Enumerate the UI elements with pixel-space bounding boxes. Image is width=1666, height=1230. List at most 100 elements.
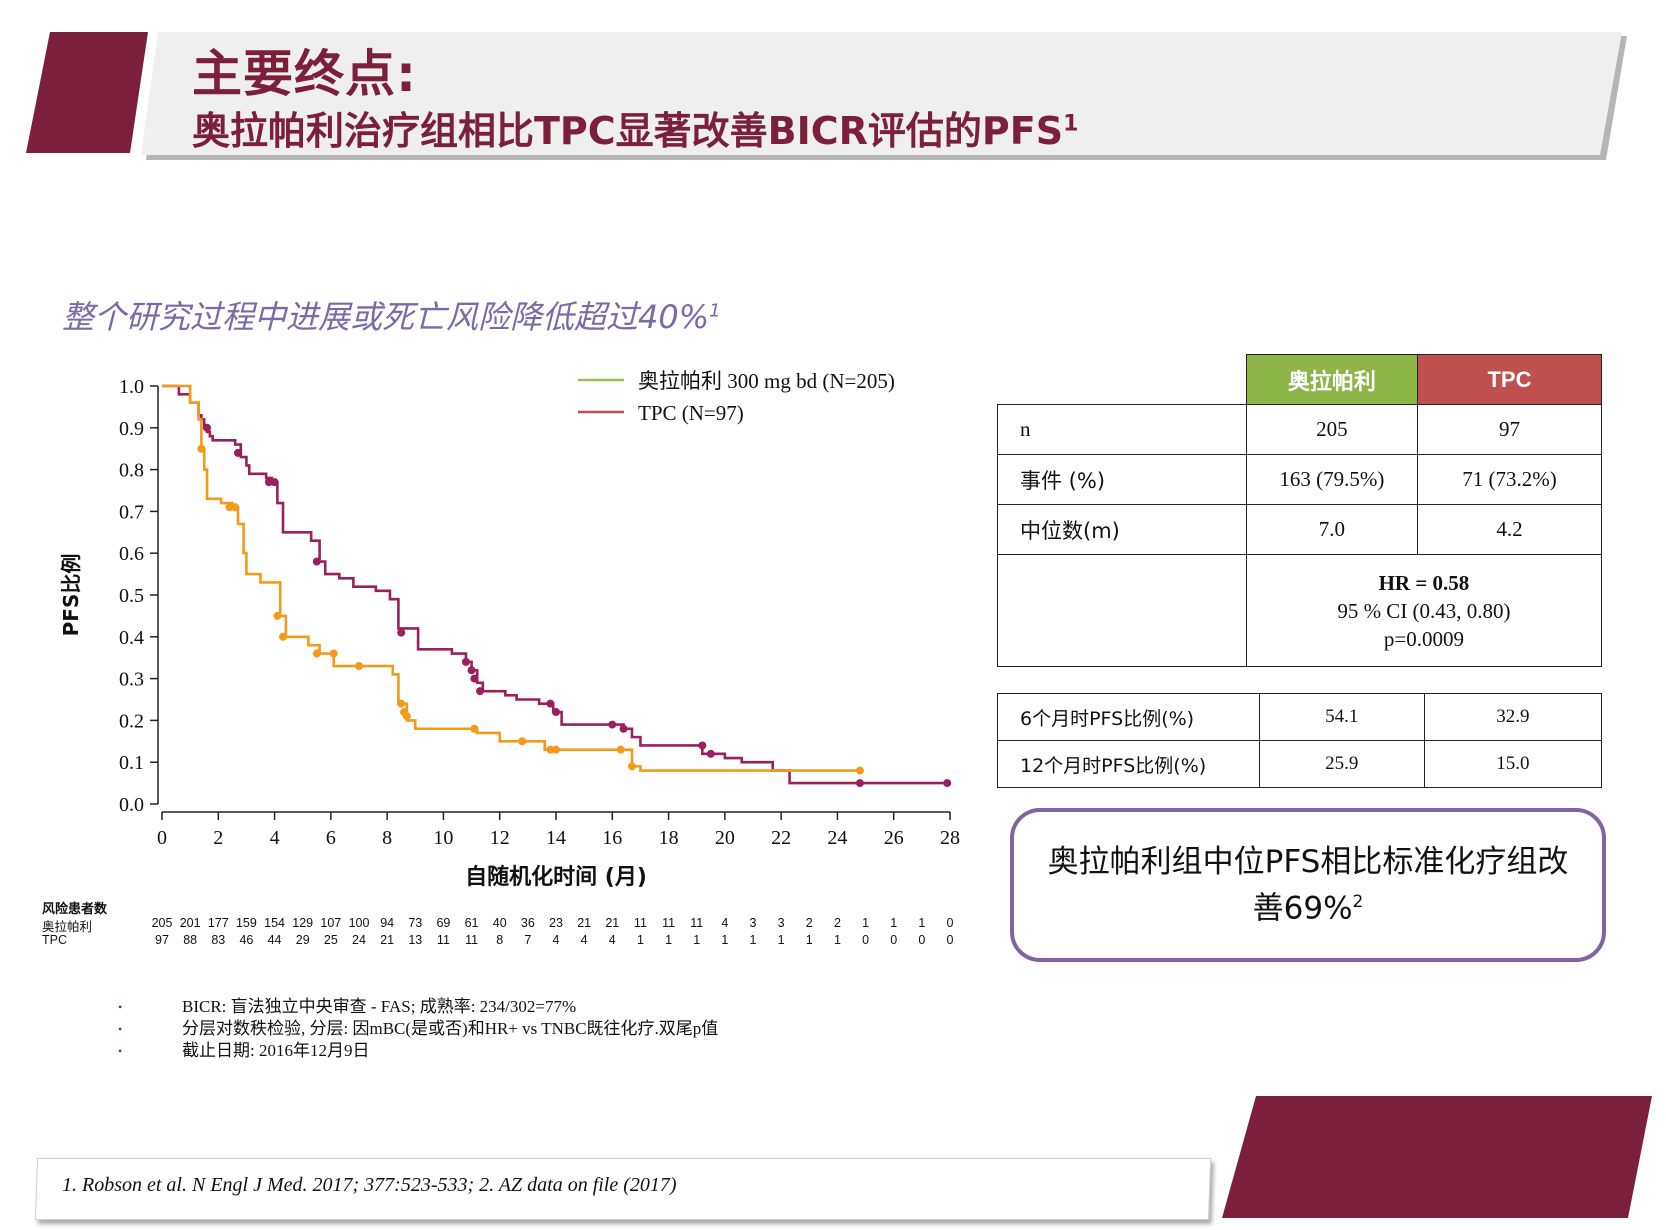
risk-value: 205 — [151, 916, 173, 930]
risk-value: 100 — [348, 916, 370, 930]
list-item: • BICR: 盲法独立中央审查 - FAS; 成熟率: 234/302=77% — [118, 997, 577, 1016]
risk-value: 21 — [605, 916, 620, 930]
censor-mark — [855, 766, 864, 775]
km-chart: 0.00.10.20.30.40.50.60.70.80.91.00 2 4 6 8 10… — [59, 369, 960, 890]
bullet-text: 截止日期: 2016年12月9日 — [182, 1041, 370, 1060]
bullet-text: 分层对数秩检验, 分层: 因mBC(是或否)和HR+ vs TNBC既往化疗.双… — [182, 1019, 719, 1038]
censor-mark — [470, 674, 479, 683]
x-tick-label: 6 — [326, 827, 336, 849]
risk-value: 2 — [805, 916, 813, 930]
risk-value: 73 — [408, 916, 423, 930]
risk-value: 154 — [264, 916, 285, 930]
legend-label-0: 奥拉帕利 300 mg bd (N=205) — [638, 369, 895, 393]
risk-value: 40 — [492, 916, 507, 930]
cell-olaparib: 54.1 — [1258, 693, 1425, 741]
risk-value: 23 — [549, 916, 563, 930]
x-tick-label: 2 — [213, 827, 223, 849]
risk-row-label-olaparib: 奥拉帕利 — [42, 920, 93, 934]
stats-table: 奥拉帕利 TPC n 205 97 事件 (%) 163 (79.5%) 71 … — [997, 354, 1603, 667]
x-tick-label: 8 — [382, 827, 392, 849]
risk-value: 4 — [721, 916, 729, 930]
censor-mark — [552, 708, 560, 717]
chart-legend: 奥拉帕利 300 mg bd (N=205) TPC (N=97) — [578, 369, 895, 425]
risk-table-title: 风险患者数 — [42, 901, 108, 916]
censor-mark — [279, 632, 288, 641]
risk-value: 94 — [380, 916, 395, 930]
risk-value: 1 — [890, 916, 898, 930]
risk-value: 0 — [946, 916, 954, 930]
censor-mark — [225, 503, 234, 512]
risk-value: 129 — [292, 916, 314, 930]
x-axis-label: 自随机化时间 (月) — [465, 864, 647, 890]
risk-value: 0 — [946, 933, 954, 947]
series-line-1 — [162, 384, 860, 772]
risk-value: 1 — [636, 933, 644, 947]
risk-value: 177 — [207, 916, 229, 930]
x-tick-label: 4 — [270, 827, 280, 849]
header-left-block — [26, 32, 148, 153]
table-row: n 205 97 — [997, 404, 1603, 455]
risk-value: 201 — [179, 916, 201, 930]
y-axis-label: PFS比例 — [59, 554, 83, 637]
censor-mark — [616, 745, 625, 754]
y-tick-label: 0.7 — [119, 501, 144, 523]
x-tick-label: 22 — [771, 827, 791, 849]
risk-value: 4 — [608, 933, 616, 947]
risk-value: 1 — [693, 933, 701, 947]
risk-value: 1 — [665, 933, 673, 947]
censor-mark — [270, 478, 279, 487]
x-tick-label: 0 — [157, 827, 167, 849]
risk-value: 1 — [862, 916, 870, 930]
cell-olaparib: 7.0 — [1245, 504, 1418, 555]
risk-value: 61 — [464, 916, 479, 930]
row-label: 6个月时PFS比例(%) — [997, 693, 1260, 741]
p-value: p=0.0009 — [1383, 626, 1464, 651]
risk-value: 2 — [833, 916, 841, 930]
x-tick-label: 20 — [715, 827, 735, 849]
censor-mark — [264, 478, 273, 487]
cell-tpc: 15.0 — [1423, 740, 1603, 788]
risk-value: 7 — [524, 933, 532, 947]
ci-value: 95 % CI (0.43, 0.80) — [1337, 598, 1511, 623]
header-tpc: TPC — [1416, 354, 1603, 405]
y-tick-label: 0.0 — [119, 794, 144, 816]
y-tick-label: 0.3 — [119, 669, 144, 691]
risk-value: 11 — [465, 933, 479, 947]
y-tick-label: 0.5 — [119, 585, 144, 607]
censor-mark — [203, 423, 212, 432]
page-subtitle-heading: 奥拉帕利治疗组相比TPC显著改善BICR评估的PFS1 — [192, 109, 1079, 153]
footer-right-block — [1222, 1096, 1652, 1218]
censor-mark — [627, 762, 636, 771]
x-tick-label: 16 — [602, 827, 622, 849]
x-tick-label: 28 — [940, 827, 960, 849]
risk-value: 25 — [323, 933, 338, 947]
cell-tpc: 71 (73.2%) — [1416, 454, 1603, 505]
y-tick-label: 0.2 — [119, 710, 144, 732]
censor-mark — [402, 712, 411, 721]
censor-mark — [552, 745, 560, 754]
reference-text: 1. Robson et al. N Engl J Med. 2017; 377… — [62, 1174, 677, 1196]
censor-mark — [329, 649, 338, 658]
risk-value: 1 — [721, 933, 729, 947]
risk-value: 83 — [211, 933, 226, 947]
censor-mark — [470, 724, 479, 733]
risk-value: 11 — [436, 933, 450, 947]
censor-mark — [461, 657, 470, 666]
risk-value: 1 — [777, 933, 785, 947]
x-tick-label: 26 — [884, 827, 904, 849]
x-tick-label: 24 — [827, 827, 847, 849]
risk-value: 8 — [496, 933, 504, 947]
risk-value: 159 — [235, 916, 257, 930]
risk-value: 11 — [690, 916, 704, 930]
y-tick-label: 0.1 — [119, 752, 144, 774]
risk-value: 36 — [520, 916, 535, 930]
x-tick-label: 18 — [659, 827, 679, 849]
cell-tpc: 32.9 — [1423, 693, 1603, 741]
risk-value: 44 — [267, 933, 282, 947]
censor-mark — [619, 724, 628, 733]
risk-value: 11 — [633, 916, 647, 930]
table-row-hr: HR = 0.58 95 % CI (0.43, 0.80) p=0.0009 — [997, 554, 1603, 667]
risk-value: 24 — [352, 933, 366, 947]
risk-value: 0 — [890, 933, 898, 947]
y-tick-label: 0.9 — [119, 418, 144, 440]
